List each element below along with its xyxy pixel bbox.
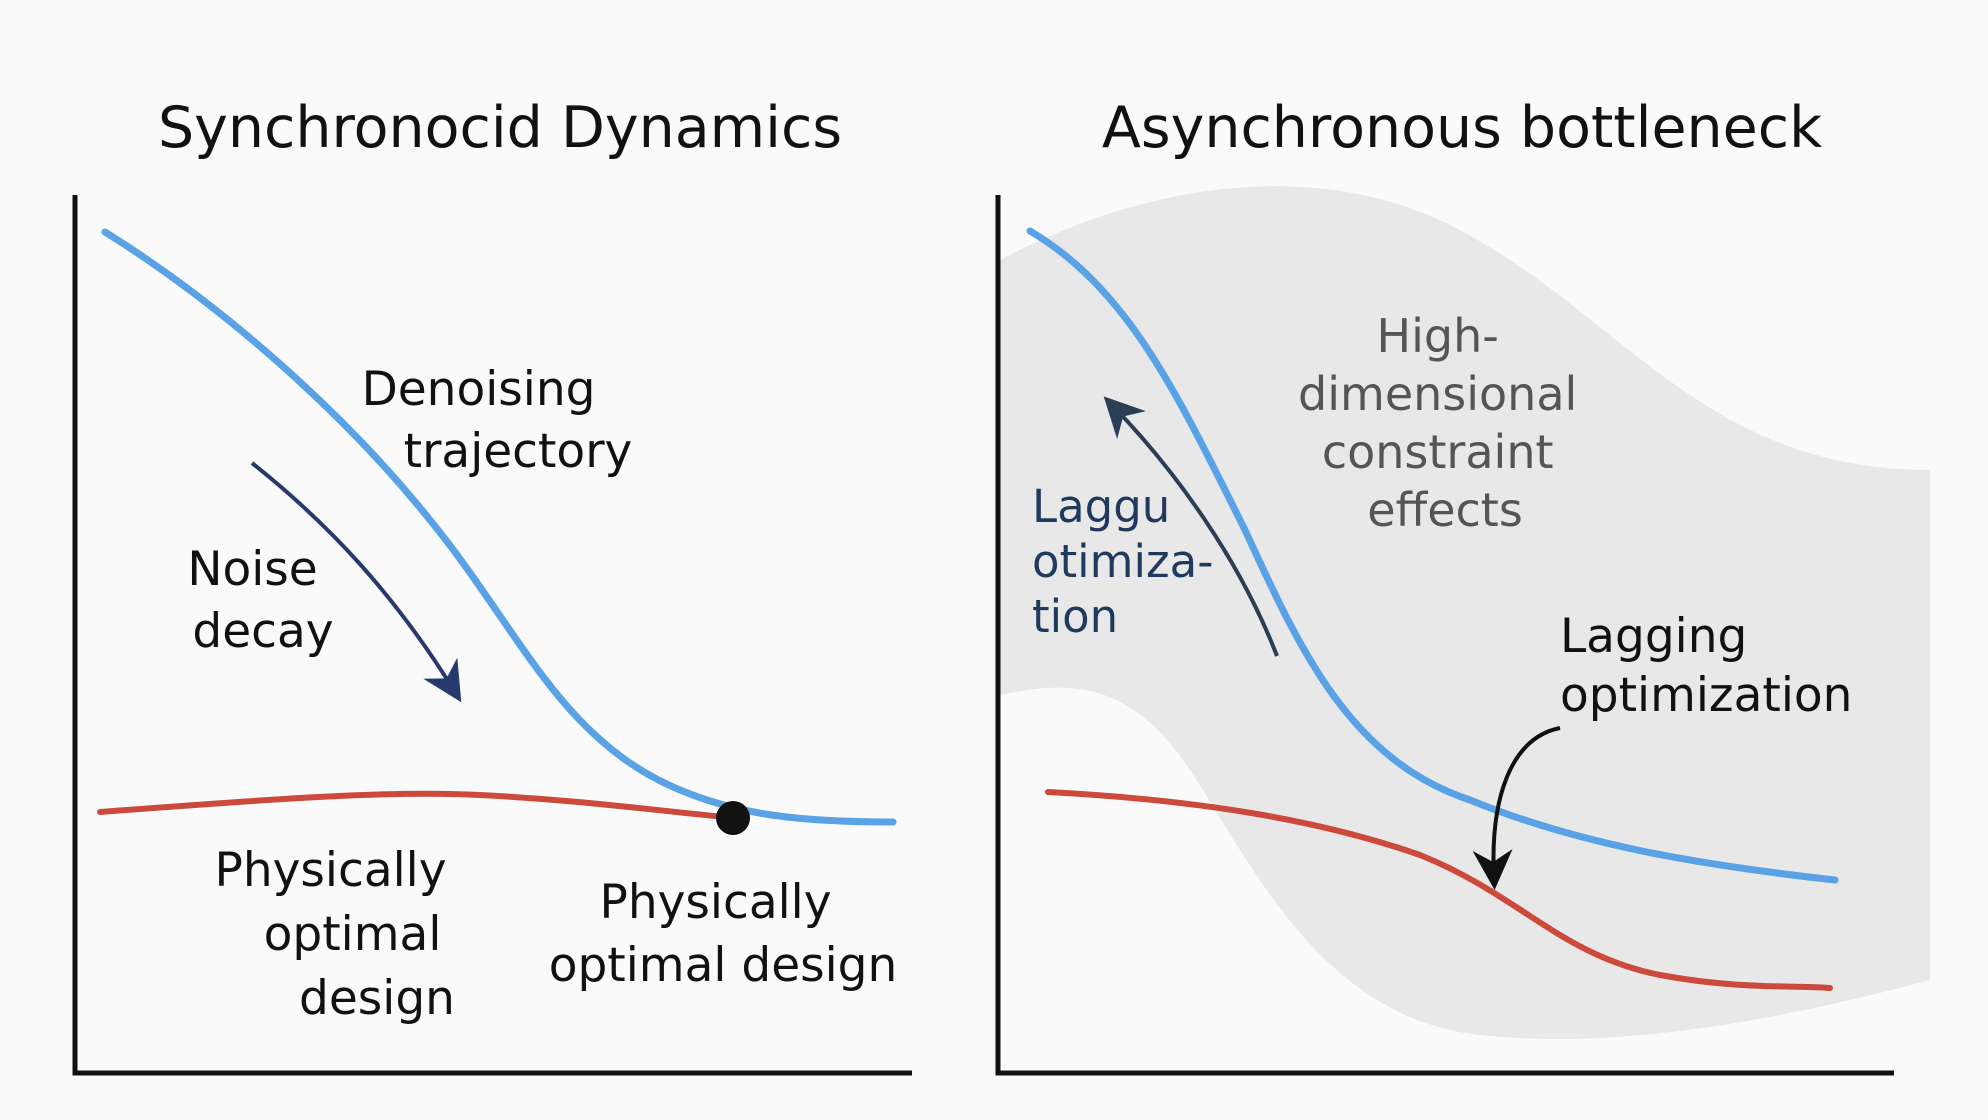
design-curve bbox=[97, 790, 738, 821]
left-title: Synchronocid Dynamics bbox=[158, 95, 842, 161]
right-axes bbox=[995, 195, 1894, 1076]
convergence-point bbox=[716, 801, 750, 835]
lagging-optimization-label: Lagging optimization bbox=[1560, 609, 1852, 723]
constraint-region bbox=[1000, 186, 1930, 1039]
lag-label-short: Laggu otimiza- tion bbox=[1032, 480, 1228, 643]
left-axes bbox=[72, 195, 912, 1076]
noise-decay-arrow bbox=[250, 461, 462, 703]
right-panel: Asynchronous bottleneck High- dimensiona… bbox=[995, 95, 1930, 1076]
lagging-design-curve bbox=[1045, 789, 1833, 991]
noise-decay-label: Noise decay bbox=[187, 542, 333, 659]
lagging-arrow-up bbox=[1103, 396, 1279, 657]
denoising-trajectory-curve bbox=[101, 228, 897, 826]
lagging-optimization-arrow bbox=[1472, 726, 1561, 890]
constraint-label: High- dimensional constraint effects bbox=[1298, 309, 1592, 537]
trajectory-curve-right bbox=[1026, 227, 1839, 884]
trajectory-label: Denoising trajectory bbox=[362, 362, 633, 479]
left-panel: Synchronocid Dynamics Denoising trajecto… bbox=[72, 95, 912, 1076]
design-label-a: Physically optimal design bbox=[214, 843, 461, 1026]
design-label-b: Physically optimal design bbox=[549, 875, 898, 993]
right-title: Asynchronous bottleneck bbox=[1102, 95, 1822, 161]
